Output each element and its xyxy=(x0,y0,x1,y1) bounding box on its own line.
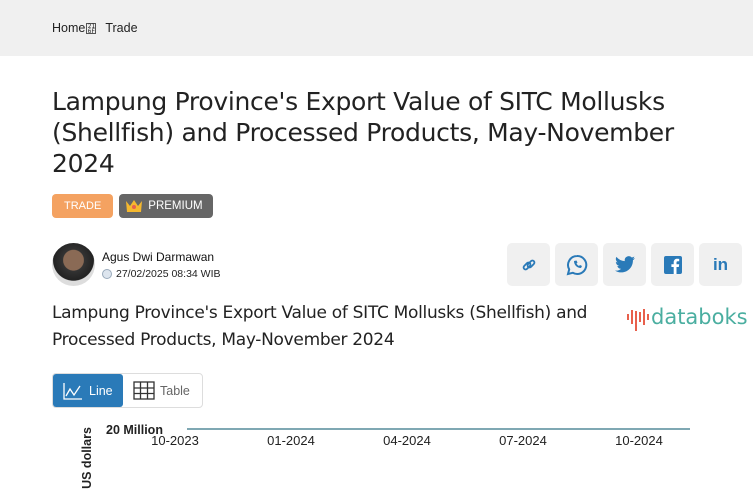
publish-date: 27/02/2025 08:34 WIB xyxy=(116,267,221,280)
premium-badge: PREMIUM xyxy=(119,194,213,218)
x-tick-label: 07-2024 xyxy=(499,433,547,448)
chart-title: Lampung Province's Export Value of SITC … xyxy=(52,303,588,350)
twitter-icon xyxy=(614,256,635,273)
copy-link-button[interactable] xyxy=(507,243,550,286)
line-view-button[interactable]: Line xyxy=(53,374,123,407)
breadcrumb: Home 21 6F Trade xyxy=(0,0,753,56)
logo-text: databoks xyxy=(651,305,748,329)
crown-icon xyxy=(126,200,143,212)
separator-icon: 21 6F xyxy=(86,22,97,35)
avatar[interactable] xyxy=(52,243,95,286)
whatsapp-icon xyxy=(566,254,587,275)
table-icon xyxy=(133,381,155,400)
breadcrumb-home[interactable]: Home xyxy=(52,21,86,35)
link-icon xyxy=(522,259,535,270)
share-buttons: in xyxy=(507,243,742,286)
breadcrumb-trade[interactable]: Trade xyxy=(105,21,138,35)
whatsapp-share-button[interactable] xyxy=(555,243,598,286)
logo-mark-icon xyxy=(627,303,649,331)
y-tick-label: 20 Million xyxy=(106,423,163,437)
twitter-share-button[interactable] xyxy=(603,243,646,286)
facebook-share-button[interactable] xyxy=(651,243,694,286)
x-tick-label: 10-2024 xyxy=(615,433,663,448)
category-badge[interactable]: TRADE xyxy=(52,194,114,218)
clock-icon xyxy=(102,268,112,279)
table-view-button[interactable]: Table xyxy=(123,374,200,407)
author-block: Agus Dwi Darmawan 27/02/2025 08:34 WIB xyxy=(52,243,221,286)
x-tick-label: 04-2024 xyxy=(383,433,431,448)
view-toggle: Line Table xyxy=(52,373,203,408)
table-label: Table xyxy=(160,383,190,398)
line-chart-icon xyxy=(63,382,82,400)
linkedin-share-button[interactable]: in xyxy=(699,243,742,286)
author-name[interactable]: Agus Dwi Darmawan xyxy=(102,249,215,264)
databoks-logo: databoks xyxy=(627,303,748,331)
line-label: Line xyxy=(89,383,113,398)
x-tick-label: 10-2023 xyxy=(151,433,199,448)
line-chart: US dollars 20 Million 10-2023 01-2024 04-2… xyxy=(80,423,690,489)
page-title: Lampung Province's Export Value of SITC … xyxy=(52,87,674,178)
facebook-icon xyxy=(663,255,682,274)
linkedin-icon: in xyxy=(712,254,729,274)
y-axis-label: US dollars xyxy=(80,427,94,489)
x-tick-label: 01-2024 xyxy=(267,433,315,448)
premium-label: PREMIUM xyxy=(148,200,203,212)
